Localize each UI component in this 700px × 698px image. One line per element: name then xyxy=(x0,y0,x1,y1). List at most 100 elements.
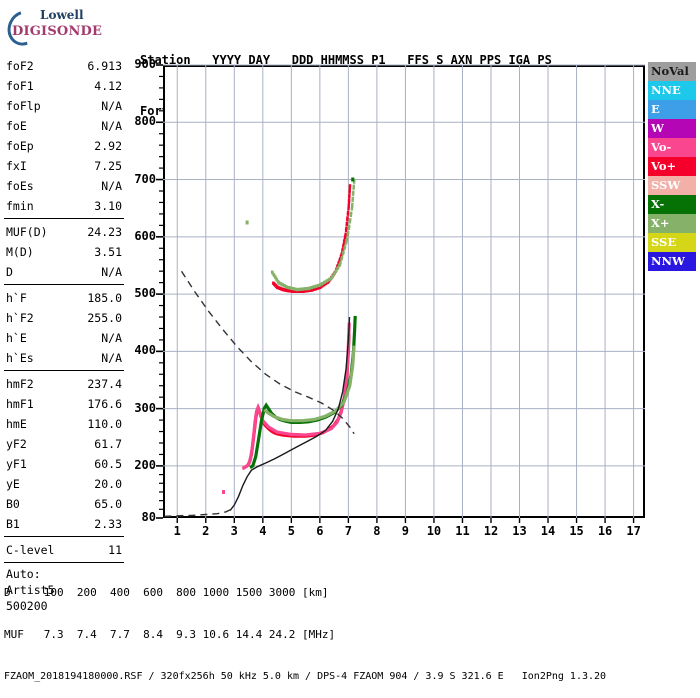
x-axis-tick-label: 11 xyxy=(455,524,470,538)
param-row: hmF1 176.6 xyxy=(4,394,124,414)
legend-item-nnw[interactable]: NNW xyxy=(648,252,696,271)
divider xyxy=(4,218,124,219)
x-axis-tick-label: 17 xyxy=(626,524,641,538)
param-row: foF1 4.12 xyxy=(4,76,124,96)
param-value: 20.0 xyxy=(94,477,122,491)
param-row: foEp 2.92 xyxy=(4,136,124,156)
y-axis-tick-label: 900 xyxy=(134,57,156,71)
y-axis-tick-label: 800 xyxy=(134,114,156,129)
param-key: foEp xyxy=(6,139,34,153)
param-row: M(D) 3.51 xyxy=(4,242,124,262)
divider xyxy=(4,284,124,285)
x-axis-tick-label: 4 xyxy=(259,524,267,538)
param-value: N/A xyxy=(101,331,122,345)
param-key: yF1 xyxy=(6,457,27,471)
trace-upper-multi-hop-trace-vo- xyxy=(273,185,350,291)
param-row: h`Es N/A xyxy=(4,348,124,368)
param-row: hmE 110.0 xyxy=(4,414,124,434)
legend-item-noval[interactable]: NoVal xyxy=(648,62,696,81)
param-value: 2.33 xyxy=(94,517,122,531)
param-row: yE 20.0 xyxy=(4,474,124,494)
ionogram-traces xyxy=(164,177,357,517)
param-key: hmF2 xyxy=(6,377,34,391)
param-key: hmF1 xyxy=(6,397,34,411)
legend-item-sse[interactable]: SSE xyxy=(648,233,696,252)
y-axis-tick-label: 700 xyxy=(134,171,156,186)
param-key: foE xyxy=(6,119,27,133)
x-axis-tick-label: 16 xyxy=(597,524,613,538)
param-key: fmin xyxy=(6,199,34,213)
x-axis-tick-label: 10 xyxy=(426,524,442,538)
param-group-frequencies: foF2 6.913 foF1 4.12 foFlp N/A foE N/A foEp 2… xyxy=(4,56,124,216)
param-key: foF2 xyxy=(6,59,34,73)
param-key: yF2 xyxy=(6,437,27,451)
param-key: foF1 xyxy=(6,79,34,93)
footer-info: D 100 200 400 600 800 1000 1500 3000 [km… xyxy=(4,558,606,698)
legend-item-e[interactable]: E xyxy=(648,100,696,119)
param-value: N/A xyxy=(101,99,122,113)
footer-file-row: FZAOM_2018194180000.RSF / 320fx256h 50 k… xyxy=(4,671,607,682)
logo-digisonde-text: DIGISONDE xyxy=(12,24,103,39)
param-key: h`F2 xyxy=(6,311,34,325)
legend-item-ssw[interactable]: SSW xyxy=(648,176,696,195)
legend-item-vo-[interactable]: Vo+ xyxy=(648,157,696,176)
legend-item-vo-[interactable]: Vo- xyxy=(648,138,696,157)
param-row: h`F2 255.0 xyxy=(4,308,124,328)
lowell-digisonde-logo: Lowell DIGISONDE xyxy=(1,4,126,52)
param-row: foEs N/A xyxy=(4,176,124,196)
y-axis-tick-label: 300 xyxy=(134,400,156,415)
param-value: 61.7 xyxy=(94,437,122,451)
param-row: h`E N/A xyxy=(4,328,124,348)
doppler-legend: NoVal NNE E W Vo- Vo+ SSW X- X+ SSE NNW xyxy=(648,62,696,271)
trace-upper-multi-hop-trace-x- xyxy=(271,180,354,290)
param-row: MUF(D) 24.23 xyxy=(4,222,124,242)
param-key: MUF(D) xyxy=(6,225,48,239)
param-value: N/A xyxy=(101,351,122,365)
param-value: 3.10 xyxy=(94,199,122,213)
y-axis-tick-label: 200 xyxy=(134,457,156,472)
x-axis-tick-label: 6 xyxy=(316,524,324,538)
param-key: foFlp xyxy=(6,99,41,113)
param-group-muf: MUF(D) 24.23 M(D) 3.51 D N/A xyxy=(4,222,124,282)
x-axis-tick-label: 5 xyxy=(287,524,295,538)
param-group-virtual-heights: h`F 185.0 h`F2 255.0 h`E N/A h`Es N/A xyxy=(4,288,124,368)
legend-item-w[interactable]: W xyxy=(648,119,696,138)
ionogram-plot-frame xyxy=(163,65,645,518)
trace-muf-oblique-curve-black-dashed-upper- xyxy=(180,270,355,435)
x-axis-tick-label: 2 xyxy=(202,524,210,538)
legend-item-x-[interactable]: X+ xyxy=(648,214,696,233)
param-row: h`F 185.0 xyxy=(4,288,124,308)
param-row: foE N/A xyxy=(4,116,124,136)
trace-x-extraordinary-trace xyxy=(249,315,357,469)
param-key: hmE xyxy=(6,417,27,431)
divider xyxy=(4,370,124,371)
logo-lowell-text: Lowell xyxy=(40,8,84,22)
param-row: foFlp N/A xyxy=(4,96,124,116)
trace-electron-density-profile-black-solid- xyxy=(229,316,351,512)
param-value: 237.4 xyxy=(87,377,122,391)
param-value: 4.12 xyxy=(94,79,122,93)
divider xyxy=(4,536,124,537)
param-key: B0 xyxy=(6,497,20,511)
x-axis-tick-label: 13 xyxy=(512,524,527,538)
param-row: C-level 11 xyxy=(4,540,124,560)
y-axis-tick-label: 400 xyxy=(134,343,156,358)
param-key: B1 xyxy=(6,517,20,531)
isolated-echo-point xyxy=(351,177,355,182)
x-axis-tick-label: 7 xyxy=(344,524,352,538)
param-row: fxI 7.25 xyxy=(4,156,124,176)
param-row: D N/A xyxy=(4,262,124,282)
param-key: fxI xyxy=(6,159,27,173)
x-axis-tick-label: 9 xyxy=(401,524,410,538)
x-axis-tick-label: 15 xyxy=(569,524,584,538)
footer-muf-row: MUF 7.3 7.4 7.7 8.4 9.3 10.6 14.4 24.2 [… xyxy=(4,628,336,641)
param-value: N/A xyxy=(101,119,122,133)
param-value: 3.51 xyxy=(94,245,122,259)
legend-item-nne[interactable]: NNE xyxy=(648,81,696,100)
param-value: 11 xyxy=(108,543,122,557)
ionogram-axes xyxy=(156,64,645,523)
param-value: 6.913 xyxy=(87,59,122,73)
param-key: h`Es xyxy=(6,351,34,365)
auto-software: Artist5 xyxy=(6,583,55,597)
legend-item-x-[interactable]: X- xyxy=(648,195,696,214)
